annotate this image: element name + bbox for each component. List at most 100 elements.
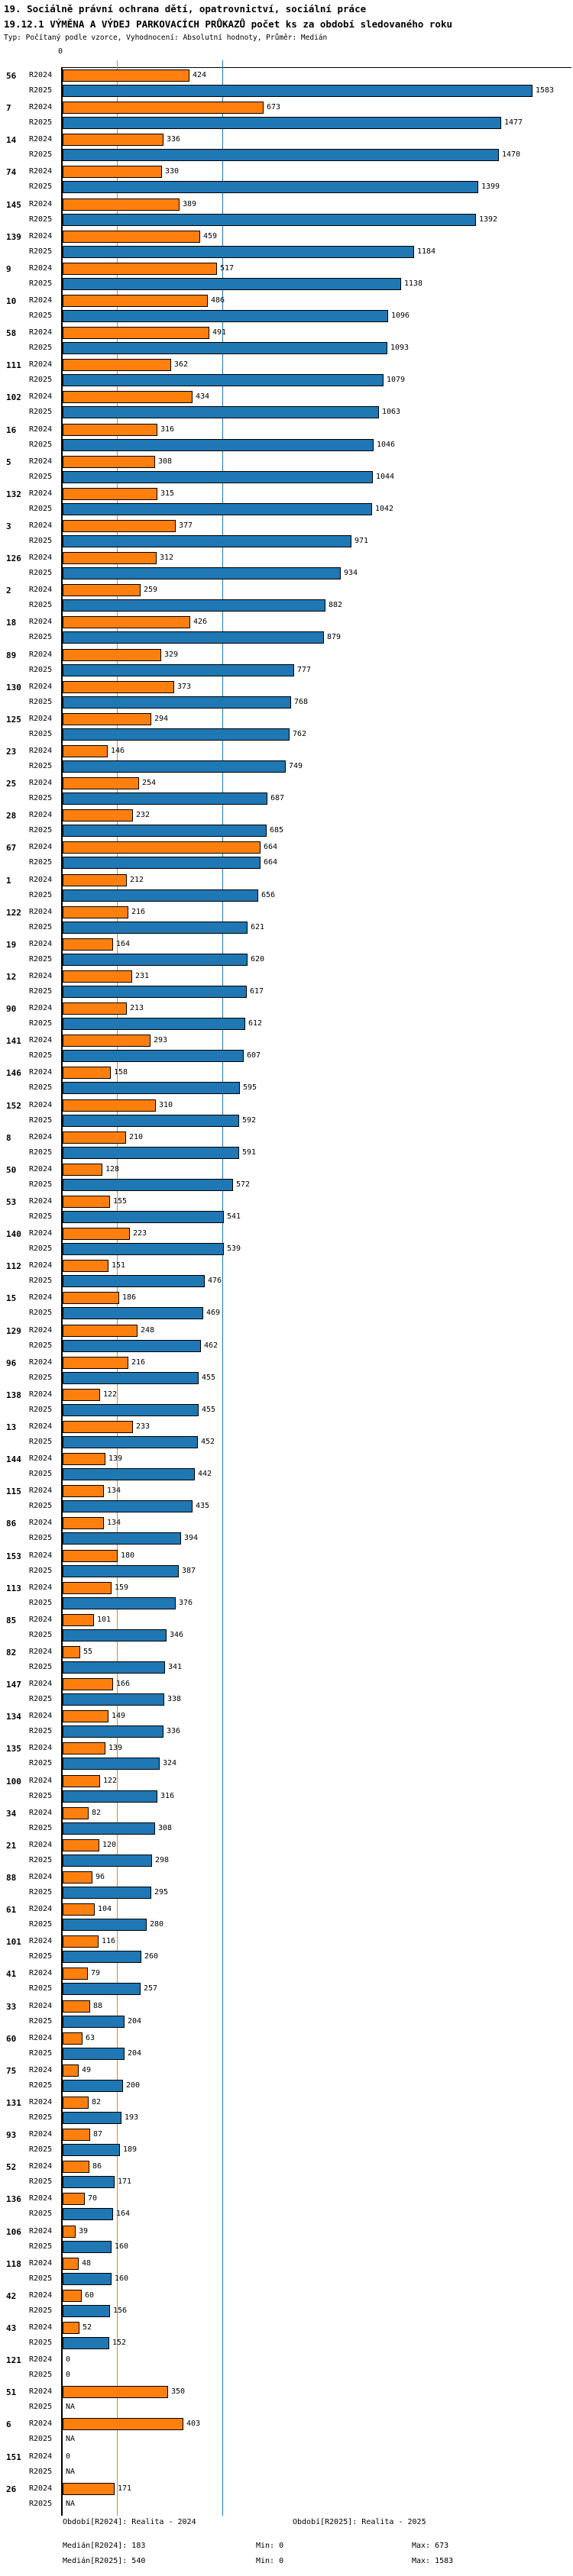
- bar-r2025: [63, 1887, 151, 1899]
- series-label-r2024: R2024: [29, 876, 53, 884]
- bar-r2024: [63, 2064, 79, 2077]
- bar-r2024: [63, 488, 157, 500]
- series-label-r2024: R2024: [29, 2162, 53, 2171]
- row-id-label: 135: [6, 1744, 21, 1754]
- bar-r2024: [63, 713, 151, 725]
- series-label-r2024: R2024: [29, 1744, 53, 1752]
- series-label-r2025: R2025: [29, 150, 53, 159]
- row-id-label: 42: [6, 2291, 17, 2301]
- series-label-r2024: R2024: [29, 1229, 53, 1238]
- bar-value-label-r2024: 104: [98, 1905, 112, 1913]
- series-label-r2024: R2024: [29, 200, 53, 208]
- series-label-r2025: R2025: [29, 1920, 53, 1929]
- bar-value-label-r2024: 213: [130, 1004, 144, 1012]
- row-id-label: 8: [6, 1133, 11, 1143]
- chart-row-group: 18 R2024 426 R2025 879: [0, 616, 573, 648]
- bar-value-label-r2024: 0: [66, 2452, 71, 2461]
- bar-value-label-r2024: 232: [136, 811, 151, 819]
- bar-r2025: [63, 1115, 239, 1127]
- row-id-label: 6: [6, 2419, 11, 2429]
- series-label-r2025: R2025: [29, 1759, 53, 1767]
- series-label-r2024: R2024: [29, 1712, 53, 1720]
- row-id-label: 82: [6, 1648, 17, 1658]
- bar-r2025: [63, 1372, 199, 1384]
- row-id-label: 15: [6, 1293, 17, 1303]
- chart-row-group: 113 R2024 159 R2025 376: [0, 1582, 573, 1614]
- row-id-label: 89: [6, 650, 17, 660]
- bar-value-label-r2025: 160: [115, 2274, 129, 2283]
- series-label-r2024: R2024: [29, 1648, 53, 1656]
- chart-row-group: 52 R2024 86 R2025 171: [0, 2161, 573, 2193]
- bar-r2024: [63, 1839, 99, 1851]
- chart-row-group: 125 R2024 294 R2025 762: [0, 713, 573, 745]
- bar-r2025: [63, 2241, 112, 2253]
- bar-r2024: [63, 327, 209, 339]
- series-label-r2025: R2025: [29, 601, 53, 609]
- series-label-r2025: R2025: [29, 215, 53, 224]
- bar-value-label-r2025: 539: [227, 1244, 241, 1253]
- bar-r2024: [63, 1389, 100, 1401]
- bar-r2024: [63, 2258, 79, 2270]
- bar-value-label-r2025: 280: [150, 1920, 164, 1929]
- bar-value-label-r2024: 120: [102, 1841, 117, 1849]
- bar-value-label-r2025: 612: [248, 1019, 263, 1028]
- series-label-r2025: R2025: [29, 923, 53, 931]
- series-label-r2025: R2025: [29, 1663, 53, 1671]
- bar-value-label-r2024: 373: [177, 683, 192, 691]
- x-axis-zero-tick: 0: [58, 47, 63, 56]
- bar-value-label-r2024: 517: [220, 264, 235, 273]
- row-id-label: 144: [6, 1454, 21, 1464]
- series-label-r2024: R2024: [29, 1133, 53, 1141]
- series-label-r2024: R2024: [29, 392, 53, 401]
- series-label-r2024: R2024: [29, 2291, 53, 2300]
- bar-value-label-r2025: 298: [155, 1856, 170, 1864]
- row-id-label: 138: [6, 1390, 21, 1400]
- row-id-label: 96: [6, 1358, 17, 1368]
- chart-row-group: 16 R2024 316 R2025 1046: [0, 424, 573, 456]
- bar-value-label-r2024: 186: [122, 1293, 137, 1302]
- series-label-r2025: R2025: [29, 1148, 53, 1157]
- bar-r2024: [63, 359, 171, 371]
- series-label-r2024: R2024: [29, 1068, 53, 1077]
- legend-period-r2024: Období[R2024]: Realita - 2024: [63, 2518, 196, 2526]
- bar-r2024: [63, 1325, 138, 1337]
- row-id-label: 153: [6, 1551, 21, 1561]
- bar-r2024: [63, 1228, 130, 1240]
- series-label-r2024: R2024: [29, 650, 53, 659]
- bar-r2025: [63, 1629, 167, 1641]
- bar-r2025: [63, 1404, 199, 1416]
- series-label-r2024: R2024: [29, 747, 53, 755]
- bar-r2025: [63, 1179, 233, 1191]
- bar-r2025: [63, 1565, 179, 1577]
- series-label-r2024: R2024: [29, 1680, 53, 1688]
- series-label-r2024: R2024: [29, 972, 53, 980]
- chart-row-group: 82 R2024 55 R2025 341: [0, 1646, 573, 1678]
- bar-value-label-r2025: 160: [115, 2242, 129, 2251]
- series-label-r2024: R2024: [29, 1390, 53, 1399]
- series-label-r2025: R2025: [29, 1212, 53, 1221]
- series-label-r2025: R2025: [29, 891, 53, 899]
- bar-value-label-r2025: 204: [128, 2017, 142, 2026]
- row-id-label: 43: [6, 2323, 17, 2333]
- bar-r2025: [63, 792, 267, 805]
- chart-row-group: 28 R2024 232 R2025 685: [0, 809, 573, 841]
- bar-r2025: [63, 439, 374, 451]
- bar-r2025: [63, 149, 499, 161]
- bar-r2025: [63, 599, 325, 612]
- bar-r2025: [63, 117, 501, 129]
- y-axis-line: [61, 67, 63, 2516]
- bar-r2024: [63, 231, 200, 243]
- bar-value-label-r2024: 63: [86, 2034, 96, 2042]
- bar-value-label-r2025: 685: [270, 826, 284, 834]
- bar-value-label-r2024: 254: [142, 779, 157, 787]
- chart-row-group: 86 R2024 134 R2025 394: [0, 1517, 573, 1549]
- row-id-label: 10: [6, 296, 17, 306]
- series-label-r2025: R2025: [29, 1824, 53, 1832]
- bar-r2025: [63, 1050, 244, 1062]
- chart-row-group: 8 R2024 210 R2025 591: [0, 1131, 573, 1164]
- chart-row-group: 56 R2024 424 R2025 1583: [0, 69, 573, 102]
- series-label-r2024: R2024: [29, 1583, 53, 1592]
- bar-r2025: [63, 1147, 239, 1159]
- series-label-r2025: R2025: [29, 86, 53, 95]
- chart-row-group: 7 R2024 673 R2025 1477: [0, 102, 573, 134]
